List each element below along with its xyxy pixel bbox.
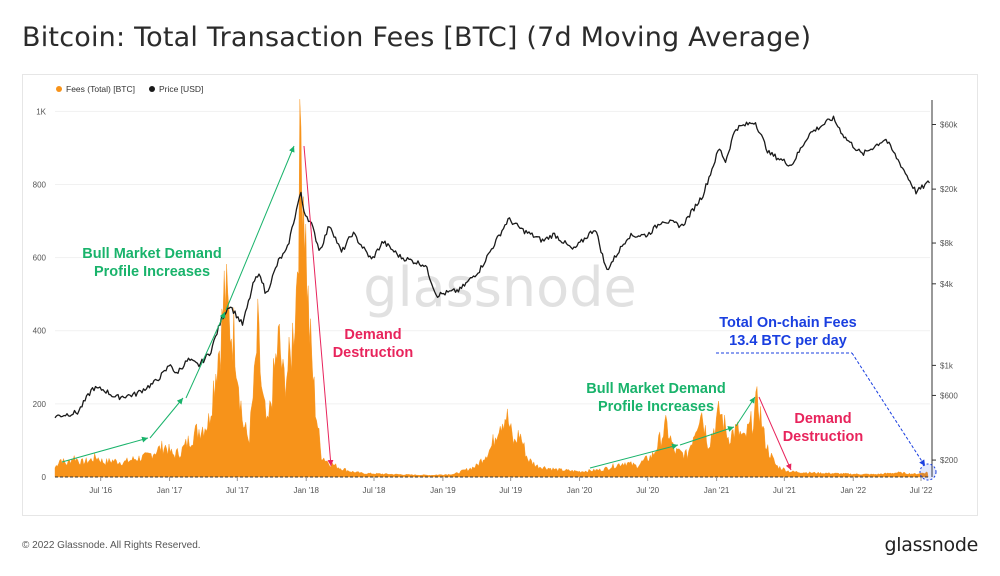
x-tick-label: Jul '21 xyxy=(773,486,796,495)
annotation-demand-destruction-1-line: Destruction xyxy=(333,345,414,361)
y-right-tick-label: $1k xyxy=(940,361,954,370)
chart-frame xyxy=(22,74,978,516)
annotation-bull-market-1: Bull Market Demand Profile Increases xyxy=(82,246,221,280)
brand-logo: glassnode xyxy=(884,534,979,556)
bull2-arrow-1 xyxy=(589,443,679,469)
annotation-demand-destruction-2-line: Demand xyxy=(794,411,851,427)
legend-swatch-price xyxy=(148,86,155,92)
legend-label-price: Price [USD] xyxy=(158,84,204,94)
annotation-demand-destruction-1-line: Demand xyxy=(344,327,401,343)
annotation-bull-market-2-line: Profile Increases xyxy=(598,399,714,415)
y-left-tick-label: 600 xyxy=(33,254,47,263)
fees-area-layer xyxy=(54,99,929,478)
annotation-bull-market-1-line: Bull Market Demand xyxy=(82,246,221,262)
y-right-tick-label: $20k xyxy=(940,185,958,194)
annotation-total-fees: Total On-chain Fees 13.4 BTC per day xyxy=(719,315,857,349)
y-left-tick-label: 800 xyxy=(33,180,47,189)
x-tick-label: Jul '17 xyxy=(226,486,249,495)
annotation-bull-market-1-line: Profile Increases xyxy=(94,264,210,280)
destr1-arrow xyxy=(303,145,334,467)
y-left-tick-label: 1K xyxy=(36,107,46,116)
page-title: Bitcoin: Total Transaction Fees [BTC] (7… xyxy=(22,22,812,53)
watermark-text: glassnode xyxy=(363,256,636,319)
annotation-total-fees-line: 13.4 BTC per day xyxy=(729,333,847,349)
bull2-arrow-2 xyxy=(679,426,735,446)
y-right-tick-label: $200 xyxy=(940,456,958,465)
y-left-tick-label: 0 xyxy=(42,473,47,482)
legend-label-fees: Fees (Total) [BTC] xyxy=(66,84,135,94)
legend-item-price[interactable]: Price [USD] xyxy=(148,84,204,94)
destr2-arrow xyxy=(758,396,792,471)
y-right-tick-label: $4k xyxy=(940,280,954,289)
chart-legend: Fees (Total) [BTC] Price [USD] xyxy=(56,84,203,94)
x-tick-label: Jan '22 xyxy=(840,486,866,495)
y-right-tick-label: $600 xyxy=(940,391,958,400)
x-tick-label: Jul '19 xyxy=(499,486,522,495)
x-tick-label: Jul '16 xyxy=(89,486,112,495)
x-tick-label: Jul '22 xyxy=(910,486,933,495)
total-fees-arrow xyxy=(851,352,926,467)
x-tick-label: Jan '20 xyxy=(567,486,593,495)
y-right-tick-label: $8k xyxy=(940,239,954,248)
y-left-tick-label: 400 xyxy=(33,327,47,336)
bull1-arrow-1 xyxy=(61,436,149,463)
bull1-arrow-2 xyxy=(149,397,184,439)
y-right-tick-label: $60k xyxy=(940,120,958,129)
annotation-bull-market-2: Bull Market Demand Profile Increases xyxy=(586,381,725,415)
x-tick-label: Jul '18 xyxy=(363,486,386,495)
annotation-total-fees-line: Total On-chain Fees xyxy=(719,315,857,331)
grid-lines xyxy=(55,110,930,405)
x-tick-label: Jan '18 xyxy=(293,486,319,495)
x-tick-label: Jul '20 xyxy=(636,486,659,495)
annotation-demand-destruction-2: Demand Destruction xyxy=(783,411,864,445)
y-left-tick-label: 200 xyxy=(33,400,47,409)
annotation-demand-destruction-2-line: Destruction xyxy=(783,429,864,445)
x-tick-label: Jan '21 xyxy=(704,486,730,495)
x-tick-label: Jan '17 xyxy=(157,486,183,495)
annotation-demand-destruction-1: Demand Destruction xyxy=(333,327,414,361)
bull1-arrow-3 xyxy=(185,311,226,399)
legend-item-fees[interactable]: Fees (Total) [BTC] xyxy=(56,84,135,94)
price-line xyxy=(54,115,931,419)
bull1-arrow-4 xyxy=(225,145,295,311)
annotation-bull-market-2-line: Bull Market Demand xyxy=(586,381,725,397)
bull2-arrow-3 xyxy=(735,396,756,427)
legend-swatch-fees xyxy=(56,86,62,92)
price-line-layer xyxy=(54,115,931,419)
fees-area xyxy=(54,99,929,478)
total-fees-highlight-circle xyxy=(919,463,937,481)
copyright-footer: © 2022 Glassnode. All Rights Reserved. xyxy=(22,540,201,551)
x-tick-label: Jan '19 xyxy=(430,486,456,495)
axes: 0 200 400 600 800 1K $200 $600 $1k $4k $8k $20k $60k… xyxy=(33,100,958,495)
annotations: Bull Market Demand Profile Increases Deman… xyxy=(61,145,937,481)
